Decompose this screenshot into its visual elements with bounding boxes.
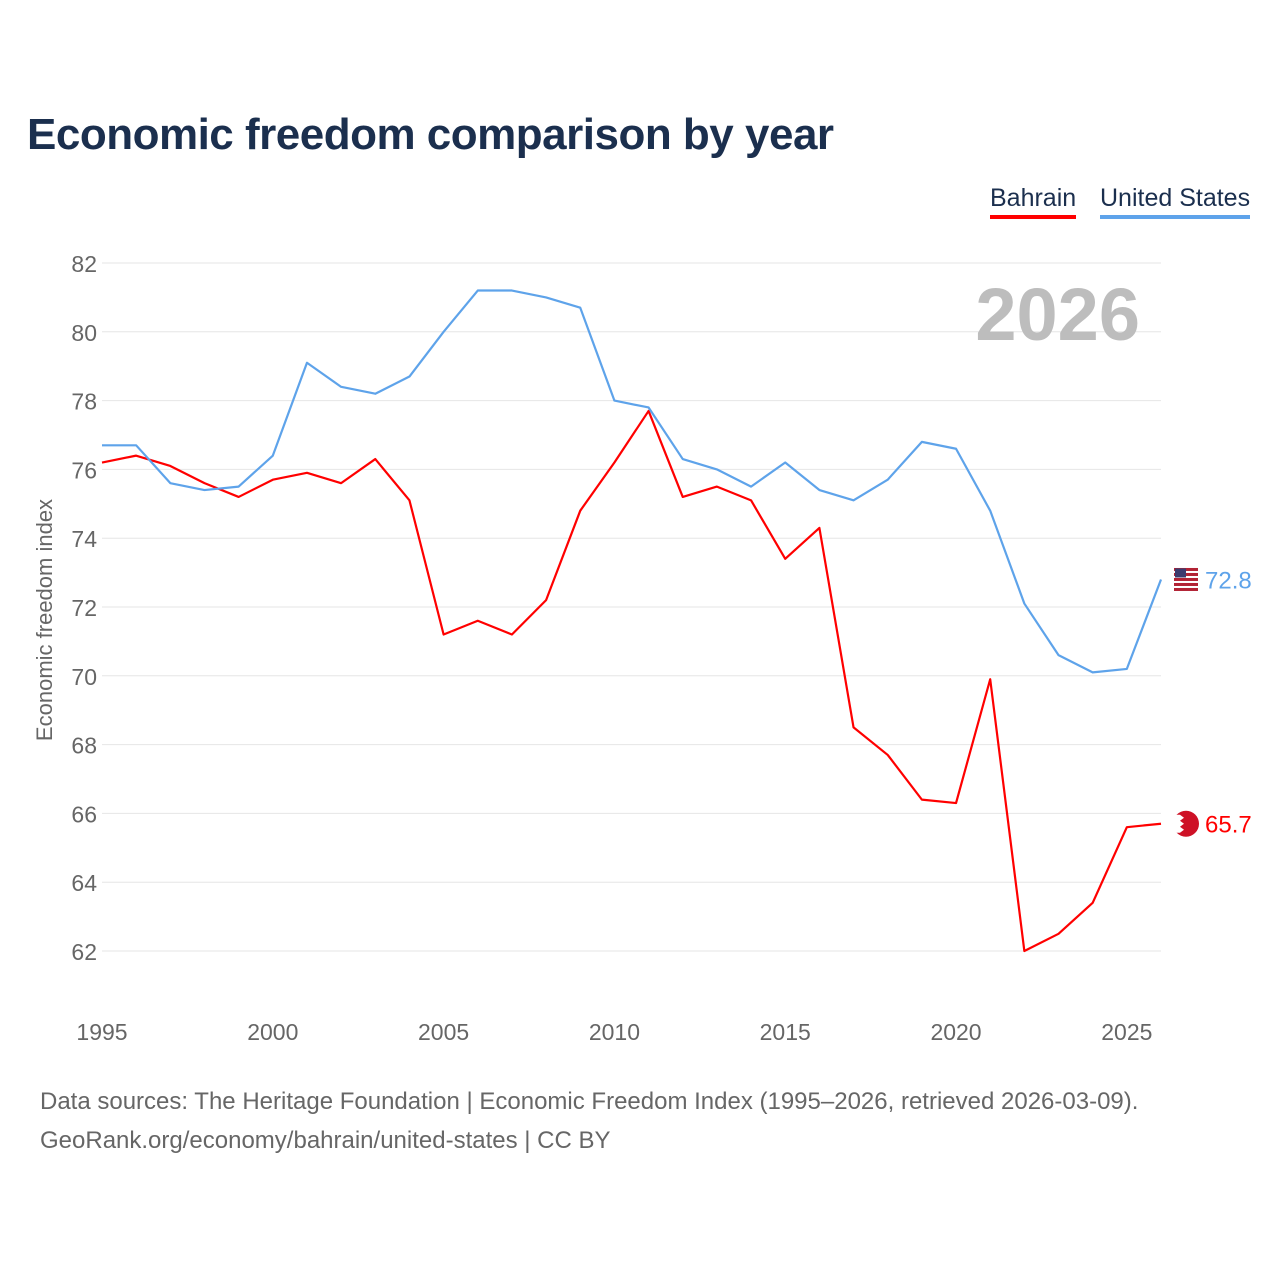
x-tick-label: 2025 bbox=[1101, 1019, 1152, 1045]
x-tick-label: 2015 bbox=[760, 1019, 811, 1045]
series-line-bahrain bbox=[101, 409, 1162, 953]
y-tick-label: 82 bbox=[71, 251, 97, 277]
chart-title: Economic freedom comparison by year bbox=[27, 110, 834, 159]
legend-bahrain[interactable]: Bahrain bbox=[990, 184, 1077, 219]
bahrain-flag-stripe bbox=[1173, 814, 1184, 833]
us-flag-stripe bbox=[1174, 587, 1198, 591]
y-tick-label: 70 bbox=[71, 664, 97, 690]
us-flag-stripe bbox=[1174, 582, 1198, 586]
y-tick-label: 76 bbox=[71, 457, 97, 483]
year-watermark: 2026 bbox=[975, 273, 1140, 356]
y-tick-label: 62 bbox=[71, 939, 97, 965]
footer-sources: Data sources: The Heritage Foundation | … bbox=[40, 1088, 1139, 1115]
y-tick-label: 68 bbox=[71, 733, 97, 759]
x-tick-label: 2005 bbox=[418, 1019, 469, 1045]
end-value-label: 72.8 bbox=[1205, 567, 1252, 594]
x-tick-label: 1995 bbox=[76, 1019, 127, 1045]
us-flag-canton bbox=[1175, 568, 1186, 578]
y-tick-label: 72 bbox=[71, 595, 97, 621]
y-tick-label: 74 bbox=[71, 526, 97, 552]
y-tick-label: 78 bbox=[71, 389, 97, 415]
us-flag-stripe bbox=[1174, 577, 1198, 581]
legend-united-states[interactable]: United States bbox=[1100, 184, 1251, 219]
y-tick-label: 64 bbox=[71, 870, 97, 896]
y-tick-label: 66 bbox=[71, 801, 97, 827]
y-axis-label: Economic freedom index bbox=[32, 499, 57, 741]
y-tick-label: 80 bbox=[71, 320, 97, 346]
x-tick-label: 2020 bbox=[930, 1019, 981, 1045]
x-tick-label: 2010 bbox=[589, 1019, 640, 1045]
end-value-label: 65.7 bbox=[1205, 812, 1252, 839]
series-line-united-states bbox=[102, 289, 1163, 674]
x-tick-label: 2000 bbox=[247, 1019, 298, 1045]
footer-link[interactable]: GeoRank.org/economy/bahrain/united-state… bbox=[40, 1127, 611, 1154]
